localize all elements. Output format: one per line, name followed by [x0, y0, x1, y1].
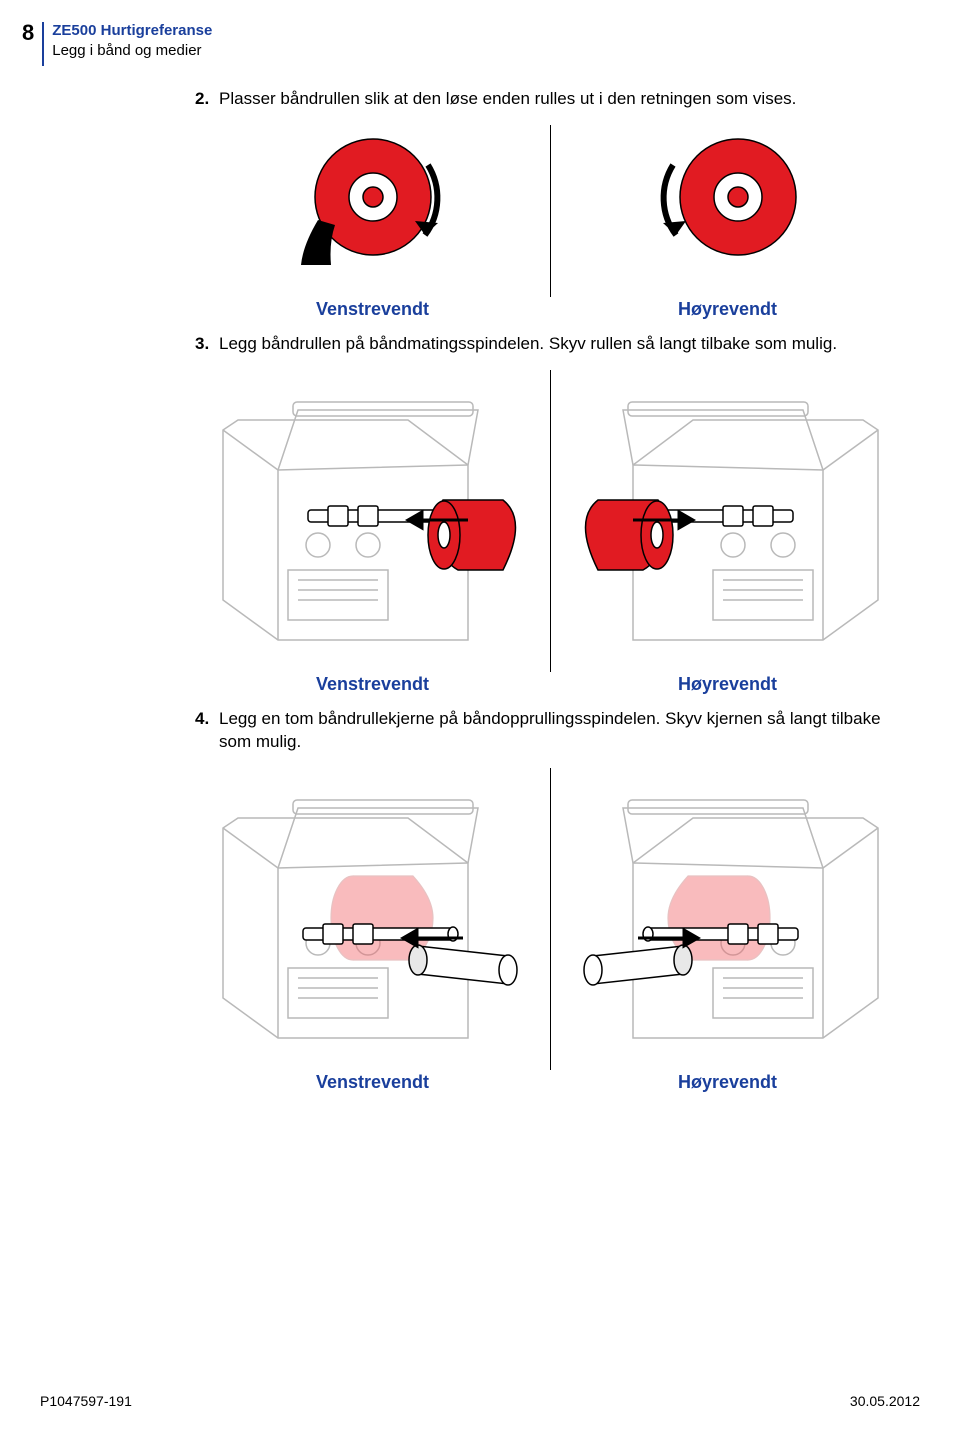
figure-pair-printer-core: Venstrevendt: [195, 768, 905, 1098]
step-4: 4. Legg en tom båndrullekjerne på båndop…: [195, 708, 905, 754]
header-rule: [42, 22, 44, 66]
printer-right-red-icon: [563, 370, 893, 670]
step-2-text: Plasser båndrullen slik at den løse ende…: [219, 88, 905, 111]
step-4-text: Legg en tom båndrullekjerne på båndoppru…: [219, 708, 905, 754]
footer-part-number: P1047597-191: [40, 1393, 132, 1409]
caption-right-3: Høyrevendt: [678, 1072, 777, 1093]
caption-left-2: Venstrevendt: [316, 674, 429, 695]
printer-left-red-icon: [208, 370, 538, 670]
page-number: 8: [22, 20, 34, 46]
figure-pair-rolls: Venstrevendt Høyrevendt: [195, 125, 905, 325]
step-4-num: 4.: [195, 708, 219, 754]
caption-right-1: Høyrevendt: [678, 299, 777, 320]
figure-pair-printer-red: Venstrevendt: [195, 370, 905, 700]
doc-title: ZE500 Hurtigreferanse: [52, 22, 212, 40]
caption-left-3: Venstrevendt: [316, 1072, 429, 1093]
section-title: Legg i bånd og medier: [52, 40, 212, 61]
step-3-num: 3.: [195, 333, 219, 356]
caption-right-2: Høyrevendt: [678, 674, 777, 695]
step-3: 3. Legg båndrullen på båndmatingsspindel…: [195, 333, 905, 356]
divider-2: [550, 370, 551, 672]
footer-date: 30.05.2012: [850, 1393, 920, 1409]
printer-left-core-icon: [208, 768, 538, 1068]
printer-right-core-icon: [563, 768, 893, 1068]
step-3-text: Legg båndrullen på båndmatingsspindelen.…: [219, 333, 905, 356]
roll-right-icon: [628, 125, 828, 295]
divider-1: [550, 125, 551, 297]
roll-left-icon: [273, 125, 473, 295]
caption-left-1: Venstrevendt: [316, 299, 429, 320]
step-2: 2. Plasser båndrullen slik at den løse e…: [195, 88, 905, 111]
step-2-num: 2.: [195, 88, 219, 111]
divider-3: [550, 768, 551, 1070]
